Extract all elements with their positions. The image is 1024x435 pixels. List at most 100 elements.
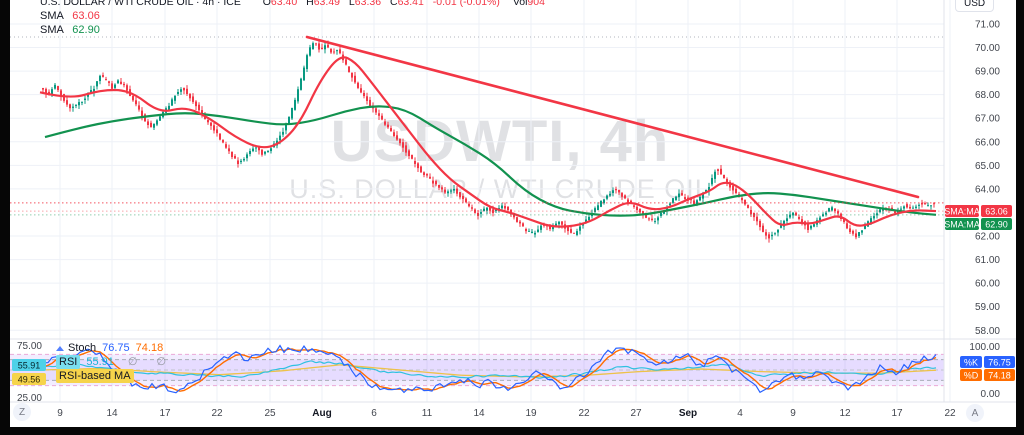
stoch-k-line (39, 344, 937, 394)
candle-down (396, 135, 398, 140)
stoch-axis-chip-value-text: 74.18 (988, 371, 1011, 381)
candle-up (267, 151, 269, 153)
candle-up (594, 208, 596, 213)
candle-down (390, 128, 392, 132)
timezone-button[interactable]: Z (13, 403, 31, 421)
candle-down (765, 232, 767, 236)
candle-down (366, 96, 368, 101)
candle-down (732, 185, 734, 191)
candle-down (195, 101, 197, 107)
candle-down (111, 83, 113, 89)
candle-up (876, 213, 878, 216)
candle-down (357, 82, 359, 88)
candle-up (585, 219, 587, 223)
candle-up (93, 88, 95, 93)
candle-down (363, 92, 365, 97)
time-tick-label: 6 (371, 408, 377, 419)
candle-down (45, 88, 47, 95)
sma-axis-chip-value[interactable] (981, 218, 1012, 230)
candle-down (795, 212, 797, 216)
rsi-legend-row[interactable]: RSI 55.91 ∅ ∅ (56, 355, 174, 369)
rsi-ma-label[interactable]: RSI-based MA (56, 369, 134, 383)
candle-down (465, 198, 467, 203)
symbol-legend[interactable]: U.S. DOLLAR / WTI CRUDE OIL · 4h · ICE O… (40, 0, 545, 38)
stoch-axis-chip-value[interactable] (984, 369, 1015, 381)
price-tick-label: 62.00 (975, 232, 1000, 243)
candle-down (102, 75, 104, 77)
time-tick-label: 22 (578, 408, 590, 419)
candle-down (138, 105, 140, 110)
candle-down (522, 223, 524, 227)
candle-up (156, 120, 158, 125)
currency-toggle-button[interactable]: USD (955, 0, 995, 12)
rsi-ma-left-chip-text: 49.56 (18, 375, 41, 385)
sma-axis-chip-label[interactable] (945, 218, 979, 230)
candle-up (54, 84, 56, 89)
candle-up (708, 187, 710, 192)
stoch-legend-row[interactable]: Stoch 76.75 74.18 (56, 341, 174, 355)
price-tick-label: 69.00 (975, 67, 1000, 78)
rsi-ma-left-chip[interactable] (12, 373, 46, 385)
time-tick-label: 14 (473, 408, 485, 419)
candle-down (231, 151, 233, 158)
candle-up (900, 208, 902, 210)
candle-up (657, 217, 659, 221)
candle-down (408, 150, 410, 157)
rsi-ma-legend-row[interactable]: RSI-based MA (56, 369, 174, 383)
sma-slow-legend-row[interactable]: SMA 62.90 (40, 24, 545, 37)
candle-up (810, 225, 812, 229)
stoch-axis-chip-value[interactable] (984, 356, 1015, 368)
candle-down (849, 228, 851, 233)
sma-axis-chip-label[interactable] (945, 205, 979, 217)
candle-up (168, 105, 170, 111)
candle-up (879, 209, 881, 213)
stoch-d-line (39, 348, 937, 392)
stoch-axis-chip-label-text: %K (964, 358, 978, 368)
chart-canvas[interactable]: 71.00 70.00 69.00 68.00 67.00 66.00 65.00 64.00… (10, 0, 1016, 427)
price-tick-label: 66.00 (975, 137, 1000, 148)
sma-slow-value: 62.90 (72, 24, 100, 36)
price-tick-label: 61.00 (975, 255, 1000, 266)
time-tick-label: 25 (264, 408, 276, 419)
rsi-left-chip[interactable] (12, 359, 46, 371)
candle-up (312, 43, 314, 50)
candle-up (51, 89, 53, 94)
candle-down (756, 216, 758, 222)
candle-down (315, 43, 317, 45)
candle-up (264, 151, 266, 154)
candle-down (105, 79, 107, 80)
candle-down (798, 216, 800, 219)
stoch-axis-chip-label[interactable] (960, 369, 982, 381)
candle-down (573, 232, 575, 234)
candle-down (846, 223, 848, 229)
rsi-label[interactable]: RSI (56, 355, 81, 369)
sma-fast-legend-row[interactable]: SMA 63.06 (40, 10, 545, 23)
collapse-arrow-icon[interactable] (56, 345, 64, 351)
candle-down (258, 147, 260, 151)
price-tick-label: 70.00 (975, 43, 1000, 54)
sma-axis-chip-value[interactable] (981, 205, 1012, 217)
indicator-legend[interactable]: Stoch 76.75 74.18 RSI 55.91 ∅ ∅ RSI-base… (56, 341, 174, 383)
candle-down (744, 200, 746, 205)
indicator-scale-label: 100.00 (969, 342, 1000, 353)
candle-down (624, 195, 626, 199)
low-value: 63.36 (354, 0, 382, 8)
symbol-title[interactable]: U.S. DOLLAR / WTI CRUDE OIL · 4h · ICE (40, 0, 241, 8)
autoscale-button[interactable]: A (966, 404, 984, 422)
stoch-axis-chip-label[interactable] (960, 356, 982, 368)
candle-down (198, 104, 200, 111)
tradingview-chart-window[interactable]: USDWTI, 4h U.S. DOLLAR / WTI CRUDE OIL 7… (10, 0, 1016, 427)
candle-up (873, 216, 875, 219)
candle-up (588, 216, 590, 221)
stoch-label[interactable]: Stoch (68, 342, 97, 354)
symbol-ohlc-row[interactable]: U.S. DOLLAR / WTI CRUDE OIL · 4h · ICE O… (40, 0, 545, 9)
descending-trendline[interactable] (305, 35, 920, 199)
candle-up (699, 196, 701, 201)
candle-down (222, 139, 224, 143)
candle-down (150, 122, 152, 128)
rsi-band (10, 359, 944, 381)
candle-up (609, 193, 611, 196)
empty-set-icons: ∅ ∅ (127, 356, 175, 368)
candle-up (240, 160, 242, 163)
candle-down (561, 221, 563, 225)
